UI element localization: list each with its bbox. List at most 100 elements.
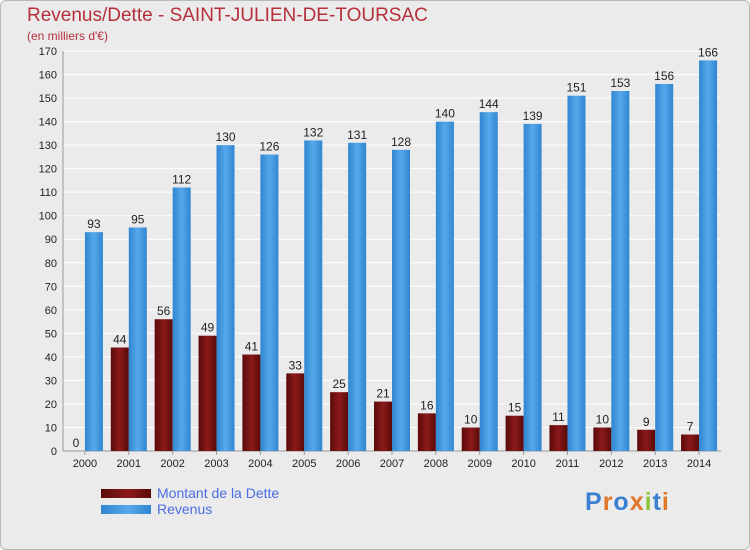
- legend-swatch-dette: [101, 489, 151, 498]
- logo-letter: i: [644, 488, 653, 516]
- y-tick-label: 130: [39, 140, 57, 152]
- bar-revenus-2013: [655, 83, 674, 452]
- x-tick-label: 2000: [73, 458, 97, 470]
- label-revenus-2009: 144: [479, 97, 499, 111]
- bar-dette-2005: [286, 373, 305, 451]
- y-tick-label: 40: [45, 352, 57, 364]
- bar-dette-2011: [549, 425, 568, 451]
- label-revenus-2014: 166: [698, 45, 718, 59]
- bar-dette-2009: [461, 427, 480, 451]
- x-tick-label: 2010: [511, 458, 535, 470]
- label-dette-2009: 10: [464, 412, 478, 426]
- bar-dette-2014: [681, 434, 700, 451]
- label-dette-2004: 41: [245, 340, 259, 354]
- x-tick-label: 2007: [380, 458, 404, 470]
- chart-title: Revenus/Dette - SAINT-JULIEN-DE-TOURSAC: [27, 5, 428, 26]
- bar-revenus-2012: [611, 91, 630, 451]
- label-revenus-2003: 130: [216, 130, 236, 144]
- bar-revenus-2005: [304, 140, 323, 452]
- x-tick-label: 2014: [687, 458, 711, 470]
- label-dette-2013: 9: [643, 415, 650, 429]
- logo-letter: P: [585, 488, 603, 516]
- label-revenus-2002: 112: [172, 172, 191, 186]
- y-tick-label: 20: [45, 399, 57, 411]
- y-tick-label: 80: [45, 258, 57, 270]
- bar-revenus-2011: [567, 95, 586, 452]
- label-dette-2007: 21: [376, 387, 390, 401]
- legend-label-dette: Montant de la Dette: [157, 485, 280, 501]
- label-dette-2012: 10: [596, 412, 610, 426]
- label-revenus-2000: 93: [87, 217, 101, 231]
- label-revenus-2007: 128: [391, 135, 411, 149]
- label-dette-2006: 25: [332, 377, 346, 391]
- bar-dette-2004: [242, 354, 261, 451]
- y-tick-label: 10: [45, 422, 57, 434]
- label-dette-2002: 56: [157, 304, 171, 318]
- label-revenus-2004: 126: [259, 140, 279, 154]
- bar-revenus-2008: [435, 121, 454, 452]
- label-revenus-2008: 140: [435, 107, 455, 121]
- logo-letter: t: [652, 488, 662, 516]
- legend-swatch-revenus: [101, 505, 151, 514]
- y-tick-label: 120: [39, 164, 57, 176]
- y-tick-label: 150: [39, 93, 57, 105]
- label-dette-2003: 49: [201, 321, 215, 335]
- bar-dette-2002: [154, 319, 173, 451]
- label-revenus-2010: 139: [523, 109, 543, 123]
- x-tick-label: 2011: [556, 458, 580, 470]
- x-tick-label: 2006: [336, 458, 360, 470]
- x-tick-label: 2008: [424, 458, 448, 470]
- x-tick-label: 2001: [117, 458, 141, 470]
- bar-revenus-2009: [479, 112, 498, 452]
- chart-subtitle: (en milliers d'€): [27, 29, 108, 43]
- x-tick-label: 2012: [599, 458, 623, 470]
- y-tick-label: 160: [39, 70, 57, 82]
- label-dette-2011: 11: [552, 410, 565, 424]
- proxiti-logo: Proxiti: [585, 488, 670, 517]
- x-tick-label: 2013: [643, 458, 667, 470]
- bar-revenus-2007: [392, 149, 410, 451]
- label-revenus-2001: 95: [131, 212, 145, 226]
- x-tick-label: 2003: [204, 458, 228, 470]
- y-tick-label: 60: [45, 305, 57, 317]
- x-tick-label: 2009: [467, 458, 491, 470]
- bar-revenus-2014: [699, 60, 718, 451]
- label-revenus-2005: 132: [303, 125, 323, 139]
- y-tick-label: 170: [39, 46, 57, 58]
- y-tick-label: 0: [51, 446, 57, 458]
- bar-dette-2010: [505, 415, 524, 451]
- y-tick-label: 30: [45, 375, 57, 387]
- x-tick-label: 2002: [160, 458, 184, 470]
- label-revenus-2006: 131: [347, 128, 367, 142]
- bar-revenus-2001: [128, 227, 147, 451]
- logo-letter: r: [602, 488, 614, 516]
- label-revenus-2011: 151: [566, 81, 586, 95]
- label-dette-2014: 7: [687, 420, 694, 434]
- x-tick-label: 2005: [292, 458, 316, 470]
- bar-revenus-2000: [84, 232, 103, 451]
- label-dette-2008: 16: [420, 398, 434, 412]
- legend-label-revenus: Revenus: [157, 501, 213, 517]
- bar-dette-2003: [198, 335, 217, 451]
- label-dette-2010: 15: [508, 401, 522, 415]
- bar-revenus-2002: [172, 187, 191, 451]
- y-tick-label: 100: [39, 211, 57, 223]
- y-tick-label: 90: [45, 234, 57, 246]
- bar-revenus-2006: [348, 142, 367, 451]
- label-dette-2005: 33: [289, 358, 303, 372]
- label-revenus-2012: 153: [610, 76, 630, 90]
- bar-dette-2012: [593, 427, 612, 451]
- y-tick-label: 70: [45, 281, 57, 293]
- bar-revenus-2004: [260, 154, 279, 451]
- bar-dette-2001: [110, 347, 129, 451]
- label-dette-2001: 44: [113, 332, 127, 346]
- bar-revenus-2003: [216, 145, 235, 451]
- y-tick-label: 50: [45, 328, 57, 340]
- bar-dette-2007: [374, 401, 392, 451]
- label-revenus-2013: 156: [654, 69, 674, 83]
- bar-dette-2008: [417, 413, 436, 451]
- label-dette-2000: 0: [73, 436, 80, 450]
- logo-letter: x: [629, 488, 645, 516]
